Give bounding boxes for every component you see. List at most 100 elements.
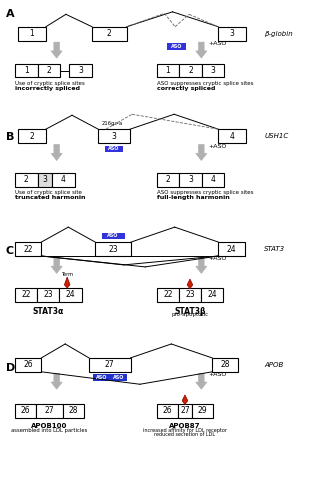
Polygon shape — [51, 144, 62, 160]
Text: 27: 27 — [105, 360, 115, 370]
Polygon shape — [51, 258, 62, 274]
FancyBboxPatch shape — [93, 374, 110, 381]
Text: STAT3β: STAT3β — [174, 306, 206, 316]
Text: incorrectly spliced: incorrectly spliced — [15, 86, 80, 91]
Text: β-globin: β-globin — [265, 30, 293, 36]
Text: +ASO: +ASO — [208, 41, 227, 46]
Text: reduced secretion of LDL: reduced secretion of LDL — [154, 432, 216, 438]
Polygon shape — [64, 277, 70, 288]
Polygon shape — [51, 374, 62, 389]
Text: assembled into LDL particles: assembled into LDL particles — [12, 428, 88, 433]
Text: 1: 1 — [30, 29, 34, 38]
Polygon shape — [196, 42, 207, 58]
FancyBboxPatch shape — [202, 173, 224, 187]
FancyBboxPatch shape — [37, 64, 60, 78]
FancyBboxPatch shape — [18, 26, 46, 40]
Text: 2: 2 — [107, 29, 112, 38]
FancyBboxPatch shape — [18, 129, 46, 143]
FancyBboxPatch shape — [218, 242, 245, 256]
Text: Term: Term — [61, 272, 73, 277]
Text: 1: 1 — [24, 66, 29, 75]
Text: B: B — [6, 132, 14, 141]
Text: APOB: APOB — [265, 362, 284, 368]
FancyBboxPatch shape — [102, 232, 125, 239]
FancyBboxPatch shape — [178, 404, 192, 417]
Text: C: C — [6, 246, 14, 256]
Text: 3: 3 — [230, 29, 235, 38]
Text: 29: 29 — [198, 406, 207, 415]
FancyBboxPatch shape — [63, 404, 84, 417]
Text: 1: 1 — [166, 66, 170, 75]
Text: ASO: ASO — [96, 375, 107, 380]
FancyBboxPatch shape — [179, 64, 202, 78]
FancyBboxPatch shape — [15, 242, 41, 256]
Text: 3: 3 — [188, 176, 193, 184]
Text: 28: 28 — [69, 406, 78, 415]
FancyBboxPatch shape — [37, 173, 52, 187]
FancyBboxPatch shape — [157, 288, 179, 302]
Text: 3: 3 — [78, 66, 83, 75]
Polygon shape — [187, 279, 193, 288]
Text: 4: 4 — [61, 176, 66, 184]
FancyBboxPatch shape — [98, 129, 130, 143]
Text: APOB100: APOB100 — [32, 422, 68, 428]
Text: 3: 3 — [210, 66, 215, 75]
Text: Use of cryptic splice sites: Use of cryptic splice sites — [15, 81, 85, 86]
Text: 3: 3 — [112, 132, 117, 140]
Text: 24: 24 — [227, 244, 236, 254]
Text: correctly spliced: correctly spliced — [157, 86, 215, 91]
Text: 24: 24 — [207, 290, 217, 299]
Text: ASO: ASO — [107, 234, 119, 238]
Text: STAT3: STAT3 — [265, 246, 285, 252]
FancyBboxPatch shape — [157, 404, 178, 417]
Text: +ASO: +ASO — [208, 144, 227, 148]
Text: D: D — [6, 364, 15, 374]
Text: 2: 2 — [166, 176, 170, 184]
Text: ASO suppresses cryptic splice sites: ASO suppresses cryptic splice sites — [157, 190, 253, 196]
Text: 22: 22 — [163, 290, 173, 299]
FancyBboxPatch shape — [69, 64, 92, 78]
FancyBboxPatch shape — [89, 358, 130, 372]
FancyBboxPatch shape — [179, 288, 201, 302]
Text: ASO: ASO — [171, 44, 183, 49]
FancyBboxPatch shape — [59, 288, 81, 302]
Text: 3: 3 — [42, 176, 47, 184]
Text: full-length harmonin: full-length harmonin — [157, 196, 229, 200]
Text: 28: 28 — [221, 360, 230, 370]
FancyBboxPatch shape — [15, 358, 41, 372]
Text: 22: 22 — [22, 290, 31, 299]
FancyBboxPatch shape — [168, 43, 186, 50]
Text: APOB87: APOB87 — [169, 422, 201, 428]
Text: ASO: ASO — [113, 375, 124, 380]
Text: +ASO: +ASO — [208, 372, 227, 378]
FancyBboxPatch shape — [192, 404, 213, 417]
FancyBboxPatch shape — [15, 64, 37, 78]
Text: 26: 26 — [23, 360, 33, 370]
Text: 24: 24 — [66, 290, 75, 299]
Text: 26: 26 — [21, 406, 30, 415]
Text: 27: 27 — [45, 406, 54, 415]
FancyBboxPatch shape — [105, 146, 123, 152]
Text: A: A — [6, 9, 14, 19]
FancyBboxPatch shape — [15, 404, 36, 417]
Text: 2: 2 — [30, 132, 34, 140]
Text: increased affinity for LDL receptor: increased affinity for LDL receptor — [143, 428, 227, 433]
Text: 4: 4 — [210, 176, 215, 184]
Polygon shape — [196, 258, 207, 274]
Text: ASO suppresses cryptic splice sites: ASO suppresses cryptic splice sites — [157, 81, 253, 86]
Text: 27: 27 — [180, 406, 190, 415]
FancyBboxPatch shape — [212, 358, 238, 372]
FancyBboxPatch shape — [15, 173, 37, 187]
Text: 2: 2 — [24, 176, 29, 184]
Text: Use of cryptic splice site: Use of cryptic splice site — [15, 190, 82, 196]
FancyBboxPatch shape — [92, 26, 127, 40]
Text: 2: 2 — [188, 66, 193, 75]
FancyBboxPatch shape — [157, 173, 179, 187]
Text: 22: 22 — [23, 244, 33, 254]
FancyBboxPatch shape — [52, 173, 75, 187]
FancyBboxPatch shape — [15, 288, 37, 302]
Text: USH1C: USH1C — [265, 133, 289, 139]
Polygon shape — [182, 395, 188, 404]
Text: +ASO: +ASO — [208, 256, 227, 262]
Text: 4: 4 — [230, 132, 235, 140]
